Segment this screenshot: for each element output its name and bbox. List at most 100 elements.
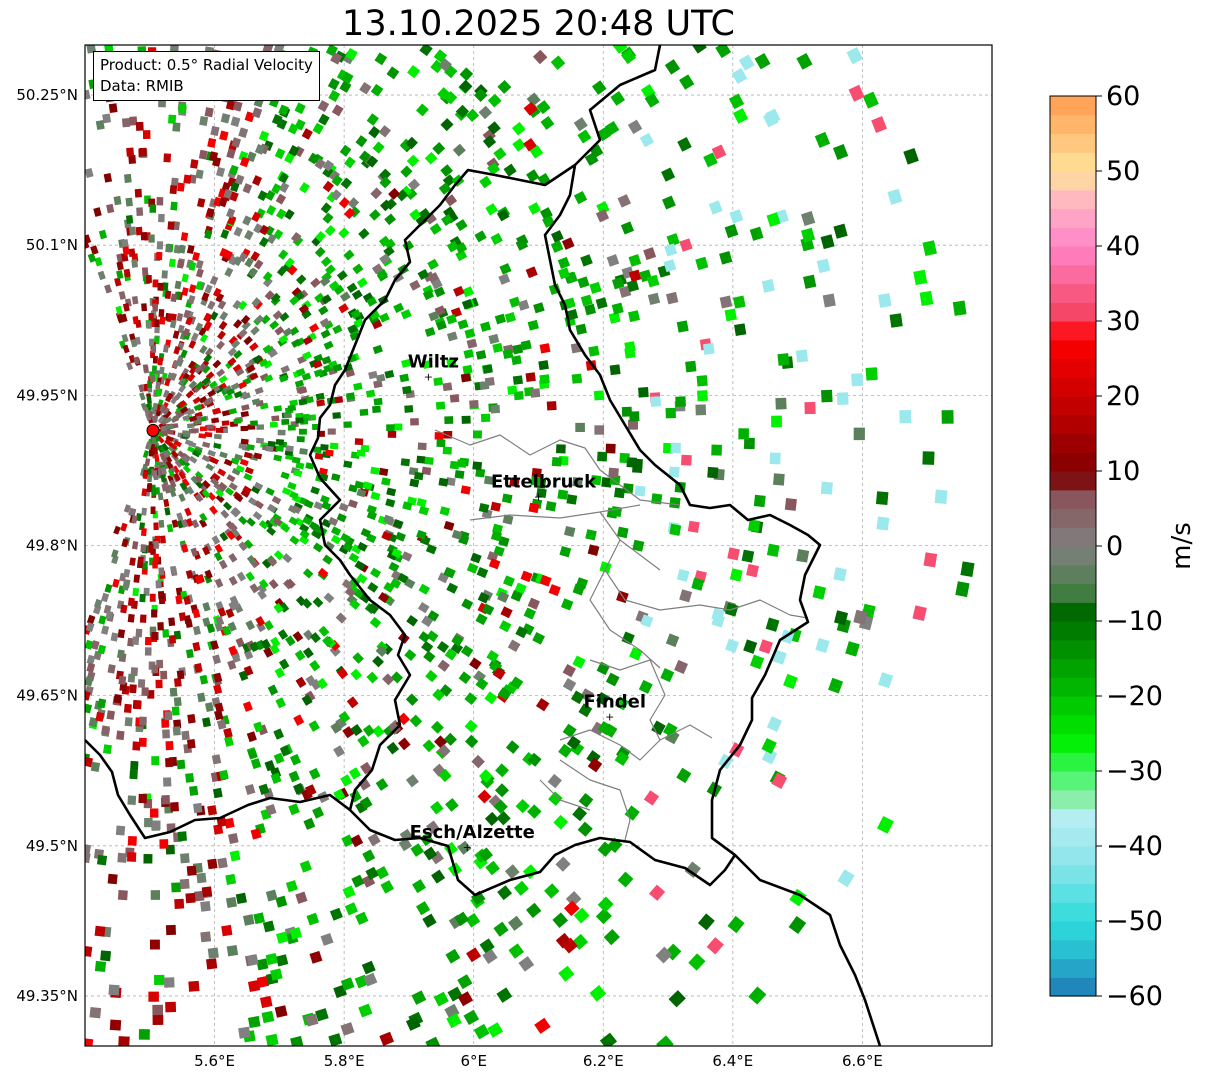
velocity-bin bbox=[202, 546, 211, 556]
velocity-bin bbox=[199, 345, 208, 355]
velocity-bin bbox=[318, 113, 330, 126]
velocity-bin bbox=[86, 662, 96, 673]
velocity-bin bbox=[404, 577, 416, 589]
velocity-bin bbox=[523, 137, 537, 152]
velocity-bin bbox=[727, 915, 745, 934]
velocity-bin bbox=[270, 636, 281, 648]
radar-velocity-field bbox=[85, 45, 975, 1046]
velocity-bin bbox=[340, 177, 353, 190]
velocity-bin bbox=[257, 190, 268, 202]
velocity-bin bbox=[845, 641, 860, 657]
velocity-bin bbox=[212, 654, 222, 665]
velocity-bin bbox=[386, 741, 400, 755]
velocity-bin bbox=[404, 649, 417, 661]
velocity-bin bbox=[530, 388, 541, 398]
velocity-bin bbox=[310, 277, 321, 289]
velocity-bin bbox=[379, 253, 391, 265]
velocity-bin bbox=[150, 890, 161, 900]
velocity-bin bbox=[562, 664, 576, 678]
data-source-label: Data: RMIB bbox=[100, 77, 184, 95]
velocity-bin bbox=[820, 481, 833, 495]
velocity-bin bbox=[164, 711, 173, 721]
velocity-bin bbox=[301, 372, 312, 381]
velocity-bin bbox=[409, 478, 420, 488]
velocity-bin bbox=[291, 505, 302, 515]
velocity-bin bbox=[257, 583, 267, 594]
velocity-bin bbox=[555, 856, 571, 872]
velocity-bin bbox=[587, 544, 600, 556]
velocity-bin bbox=[312, 596, 324, 608]
velocity-bin bbox=[298, 428, 307, 435]
velocity-bin bbox=[354, 438, 364, 446]
velocity-bin bbox=[118, 290, 126, 300]
velocity-bin bbox=[322, 635, 334, 648]
velocity-bin bbox=[340, 1022, 355, 1036]
velocity-bin bbox=[251, 107, 263, 119]
velocity-bin bbox=[244, 783, 256, 795]
velocity-bin bbox=[473, 88, 488, 102]
velocity-bin bbox=[129, 116, 138, 126]
velocity-bin bbox=[191, 449, 201, 458]
velocity-bin bbox=[140, 544, 147, 553]
velocity-bin bbox=[90, 761, 101, 773]
velocity-bin bbox=[466, 338, 478, 349]
colorbar-band bbox=[1050, 133, 1096, 153]
velocity-bin bbox=[375, 866, 389, 880]
velocity-bin bbox=[479, 380, 490, 391]
velocity-bin bbox=[611, 277, 625, 290]
velocity-bin bbox=[251, 211, 262, 223]
velocity-bin bbox=[195, 169, 204, 179]
velocity-bin bbox=[853, 427, 865, 441]
velocity-bin bbox=[469, 399, 479, 409]
velocity-bin bbox=[749, 226, 764, 241]
velocity-bin bbox=[130, 760, 139, 771]
velocity-bin bbox=[595, 209, 610, 223]
velocity-bin bbox=[955, 581, 970, 598]
velocity-bin bbox=[313, 501, 324, 511]
velocity-bin bbox=[535, 697, 550, 712]
velocity-bin bbox=[370, 491, 381, 501]
velocity-bin bbox=[228, 408, 237, 415]
velocity-bin bbox=[304, 396, 314, 404]
lat-tick-label: 49.35°N bbox=[16, 987, 78, 1005]
velocity-bin bbox=[164, 438, 173, 447]
velocity-bin bbox=[246, 554, 257, 565]
velocity-bin bbox=[460, 485, 471, 495]
velocity-bin bbox=[638, 679, 653, 694]
velocity-bin bbox=[260, 638, 272, 650]
velocity-bin bbox=[405, 774, 419, 788]
velocity-bin bbox=[163, 153, 172, 163]
velocity-bin bbox=[771, 772, 788, 789]
velocity-bin bbox=[299, 523, 310, 533]
velocity-bin bbox=[446, 1013, 462, 1029]
velocity-bin bbox=[153, 541, 159, 549]
velocity-bin bbox=[217, 857, 228, 869]
velocity-bin bbox=[235, 367, 245, 377]
velocity-bin bbox=[596, 692, 610, 706]
velocity-bin bbox=[276, 208, 287, 220]
colorbar-band bbox=[1050, 171, 1096, 191]
velocity-bin bbox=[328, 280, 340, 291]
colorbar-band bbox=[1050, 96, 1096, 116]
velocity-bin bbox=[291, 456, 301, 464]
velocity-bin bbox=[230, 457, 240, 466]
velocity-bin bbox=[164, 378, 171, 387]
velocity-bin bbox=[591, 80, 607, 95]
velocity-bin bbox=[320, 329, 331, 339]
velocity-bin bbox=[131, 541, 139, 550]
velocity-bin bbox=[275, 954, 289, 967]
velocity-bin bbox=[262, 271, 273, 282]
velocity-bin bbox=[148, 313, 154, 321]
velocity-bin bbox=[330, 526, 342, 536]
velocity-bin bbox=[876, 516, 890, 531]
velocity-bin bbox=[729, 568, 743, 582]
velocity-bin bbox=[480, 321, 492, 332]
velocity-bin bbox=[312, 806, 325, 819]
velocity-bin bbox=[313, 446, 322, 454]
velocity-bin bbox=[287, 481, 297, 490]
velocity-bin bbox=[374, 52, 388, 66]
velocity-bin bbox=[531, 467, 542, 478]
velocity-bin bbox=[151, 820, 161, 830]
velocity-bin bbox=[358, 150, 371, 163]
